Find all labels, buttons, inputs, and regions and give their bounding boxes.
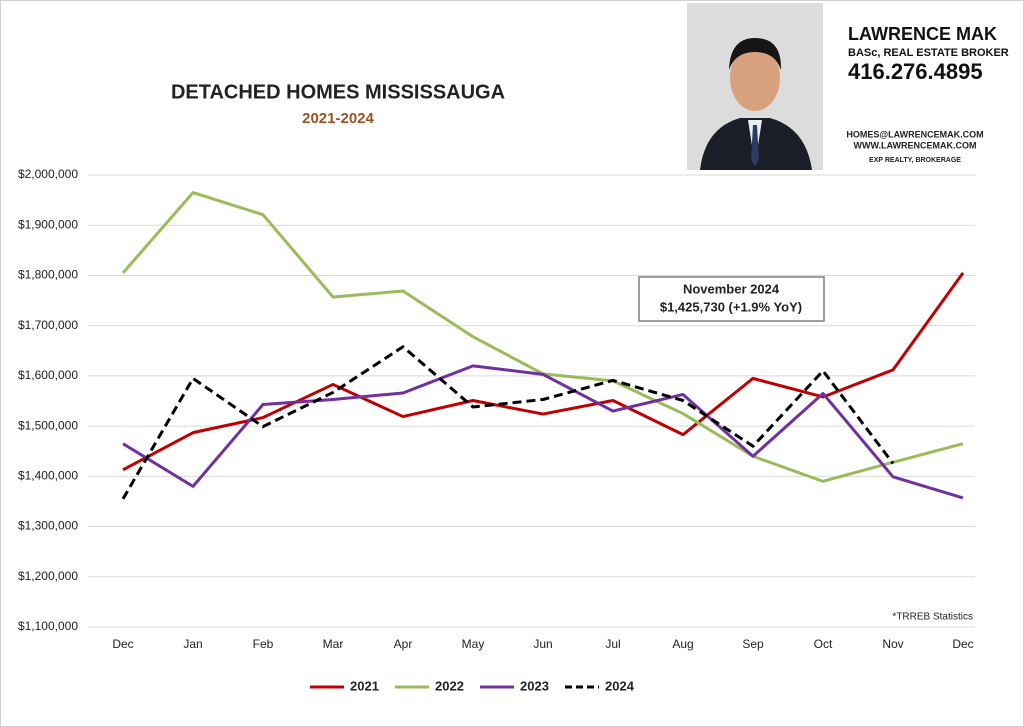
x-tick-label: Jan [183,637,202,651]
x-tick-label: Nov [882,637,903,651]
y-tick-label: $1,300,000 [18,519,78,533]
contact-email: HOMES@LAWRENCEMAK.COM [846,129,983,139]
x-tick-label: Feb [253,637,274,651]
contact-brokerage: EXP REALTY, BROKERAGE [869,157,961,164]
series-line [122,272,965,472]
annotation: $1,425,730 (+1.9% YoY) [660,299,802,314]
note: *TRREB Statistics [892,612,973,623]
y-tick-label: $1,200,000 [18,569,78,583]
x-tick-label: Jul [605,637,620,651]
photo [687,3,823,170]
legend-label: 2023 [520,678,549,693]
y-tick-label: $2,000,000 [18,167,78,181]
legend-label: 2022 [435,678,464,693]
y-tick-label: $1,600,000 [18,368,78,382]
x-tick-label: Dec [952,637,973,651]
x-tick-label: Mar [323,637,344,651]
x-tick-label: Jun [533,637,552,651]
x-tick-label: Sep [742,637,764,651]
chart-subtitle: 2021-2024 [302,110,374,127]
y-tick-label: $1,400,000 [18,469,78,483]
contact-name: LAWRENCE MAK [848,24,997,44]
series-line [121,345,895,500]
series-line [122,364,964,500]
x-tick-label: May [462,637,485,651]
x-tick-label: Apr [394,637,413,651]
contact-web: WWW.LAWRENCEMAK.COM [854,140,977,150]
chart-title: DETACHED HOMES MISSISSAUGA [171,81,505,103]
y-tick-label: $1,900,000 [18,217,78,231]
contact-phone: 416.276.4895 [848,59,983,84]
y-tick-label: $1,100,000 [18,619,78,633]
y-tick-label: $1,700,000 [18,318,78,332]
y-tick-label: $1,500,000 [18,418,78,432]
annotation: November 2024 [683,281,780,296]
x-tick-label: Oct [814,637,833,651]
annotation-box [638,276,825,322]
y-tick-label: $1,800,000 [18,268,78,282]
x-tick-label: Dec [112,637,133,651]
legend-label: 2024 [605,678,635,693]
legend-label: 2021 [350,678,379,693]
x-tick-label: Aug [672,637,693,651]
contact-role: BASc, REAL ESTATE BROKER [848,47,1009,59]
